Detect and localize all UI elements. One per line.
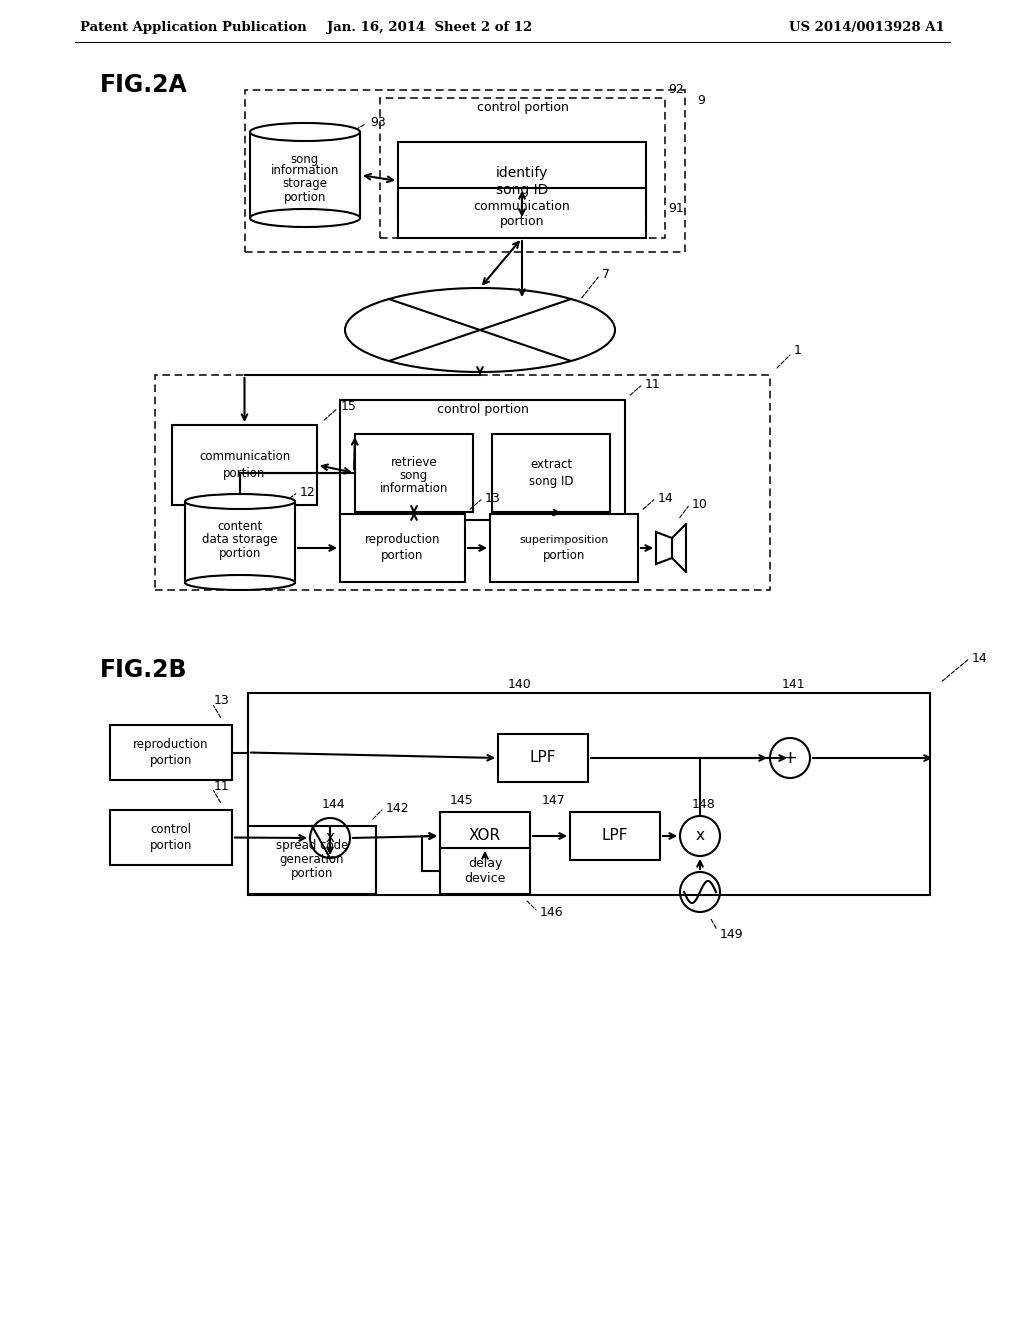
Text: data storage: data storage xyxy=(203,533,278,546)
Bar xyxy=(340,400,625,520)
Bar xyxy=(355,434,473,512)
Ellipse shape xyxy=(345,288,615,372)
Text: 15: 15 xyxy=(341,400,357,413)
Text: 145: 145 xyxy=(450,793,474,807)
Text: FIG.2A: FIG.2A xyxy=(100,73,187,96)
Text: 142: 142 xyxy=(386,801,410,814)
Polygon shape xyxy=(656,532,672,564)
Ellipse shape xyxy=(345,288,615,372)
Text: communication: communication xyxy=(199,450,290,463)
Ellipse shape xyxy=(345,288,615,372)
Text: reproduction: reproduction xyxy=(133,738,209,751)
Text: reproduction: reproduction xyxy=(365,533,440,546)
Text: x: x xyxy=(326,830,335,846)
Bar xyxy=(440,847,530,894)
Bar xyxy=(172,425,317,506)
Text: control: control xyxy=(151,822,191,836)
Text: 149: 149 xyxy=(720,928,743,940)
Text: portion: portion xyxy=(219,546,261,560)
Bar xyxy=(380,98,665,238)
Text: 13: 13 xyxy=(485,491,501,504)
Text: generation: generation xyxy=(280,854,344,866)
Text: 147: 147 xyxy=(542,793,565,807)
Text: XOR: XOR xyxy=(469,829,501,843)
Ellipse shape xyxy=(185,494,295,510)
Bar xyxy=(110,725,232,780)
Text: FIG.2B: FIG.2B xyxy=(100,657,187,682)
Text: song: song xyxy=(400,470,428,483)
Bar xyxy=(110,810,232,865)
Text: 140: 140 xyxy=(508,678,531,692)
Text: 148: 148 xyxy=(692,797,716,810)
Text: portion: portion xyxy=(284,190,327,203)
Text: 11: 11 xyxy=(645,378,660,391)
Text: identify: identify xyxy=(496,166,548,180)
Text: song: song xyxy=(291,153,319,165)
Text: 12: 12 xyxy=(300,486,315,499)
Text: US 2014/0013928 A1: US 2014/0013928 A1 xyxy=(790,21,945,33)
Bar xyxy=(245,90,685,252)
Text: device: device xyxy=(464,871,506,884)
Text: 1: 1 xyxy=(794,345,802,358)
Text: 10: 10 xyxy=(692,498,708,511)
Bar xyxy=(155,375,770,590)
Text: control portion: control portion xyxy=(436,404,528,417)
Text: 91: 91 xyxy=(668,202,684,214)
Text: song ID: song ID xyxy=(528,474,573,487)
Text: 13: 13 xyxy=(214,694,229,708)
Text: extract: extract xyxy=(530,458,572,471)
Bar xyxy=(340,513,465,582)
Text: x: x xyxy=(695,829,705,843)
Text: content: content xyxy=(217,520,262,533)
Ellipse shape xyxy=(250,209,360,227)
Text: control portion: control portion xyxy=(476,100,568,114)
Text: delay: delay xyxy=(468,858,502,870)
Bar xyxy=(570,812,660,861)
Text: portion: portion xyxy=(150,840,193,851)
Bar xyxy=(490,513,638,582)
Text: portion: portion xyxy=(543,549,585,562)
Bar xyxy=(185,502,295,582)
Text: information: information xyxy=(380,483,449,495)
Bar xyxy=(248,693,930,895)
Text: portion: portion xyxy=(381,549,424,562)
Text: 14: 14 xyxy=(972,652,988,664)
Text: information: information xyxy=(270,165,339,177)
Text: 92: 92 xyxy=(668,83,684,96)
Text: retrieve: retrieve xyxy=(391,457,437,470)
Text: portion: portion xyxy=(150,754,193,767)
Text: 93: 93 xyxy=(370,116,386,129)
Bar xyxy=(398,187,646,238)
Text: 146: 146 xyxy=(540,906,563,919)
Text: superimposition: superimposition xyxy=(519,535,608,545)
Bar xyxy=(250,132,360,218)
Text: +: + xyxy=(782,748,798,767)
Ellipse shape xyxy=(250,123,360,141)
Bar xyxy=(248,826,376,894)
Bar xyxy=(398,143,646,220)
Text: 14: 14 xyxy=(658,491,674,504)
Ellipse shape xyxy=(185,576,295,590)
Text: portion: portion xyxy=(223,466,265,479)
Text: portion: portion xyxy=(500,214,544,227)
Bar xyxy=(440,812,530,861)
Text: 9: 9 xyxy=(697,94,705,107)
Text: Patent Application Publication: Patent Application Publication xyxy=(80,21,307,33)
Bar xyxy=(492,434,610,512)
Text: song ID: song ID xyxy=(496,183,548,197)
Bar xyxy=(498,734,588,781)
Text: 11: 11 xyxy=(214,780,229,792)
Text: storage: storage xyxy=(283,177,328,190)
Text: LPF: LPF xyxy=(529,751,556,766)
Text: Jan. 16, 2014  Sheet 2 of 12: Jan. 16, 2014 Sheet 2 of 12 xyxy=(328,21,532,33)
Text: 144: 144 xyxy=(322,797,346,810)
Text: 141: 141 xyxy=(782,678,806,692)
Text: 7: 7 xyxy=(602,268,610,281)
Text: portion: portion xyxy=(291,867,333,880)
Text: spread code: spread code xyxy=(275,840,348,853)
Text: LPF: LPF xyxy=(602,829,629,843)
Text: communication: communication xyxy=(474,199,570,213)
